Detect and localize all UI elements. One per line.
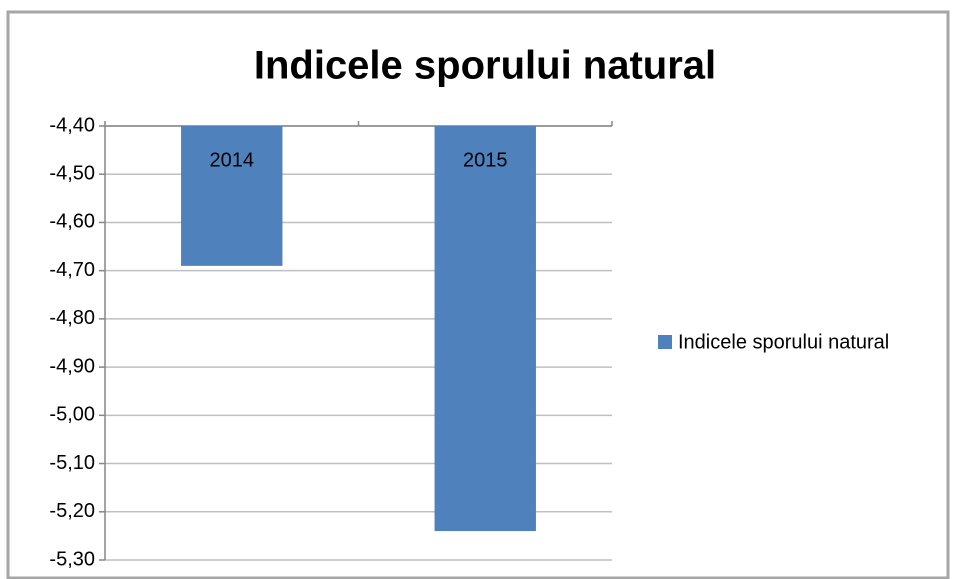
bar <box>181 126 283 266</box>
y-tick-label: -4,60 <box>49 211 95 233</box>
y-tick-label: -4,90 <box>49 355 95 377</box>
y-tick-label: -4,40 <box>49 114 95 136</box>
y-tick-label: -4,80 <box>49 307 95 329</box>
x-tick-label: 2015 <box>463 149 508 171</box>
x-tick-label: 2014 <box>210 149 255 171</box>
legend-label: Indicele sporului natural <box>678 331 889 353</box>
y-tick-label: -5,10 <box>49 452 95 474</box>
y-tick-label: -5,00 <box>49 404 95 426</box>
chart-title: Indicele sporului natural <box>254 44 716 88</box>
y-tick-label: -5,20 <box>49 500 95 522</box>
y-tick-label: -4,70 <box>49 259 95 281</box>
legend-swatch <box>658 335 672 349</box>
y-tick-label: -4,50 <box>49 163 95 185</box>
bar <box>434 126 536 532</box>
y-tick-label: -5,30 <box>49 548 95 570</box>
